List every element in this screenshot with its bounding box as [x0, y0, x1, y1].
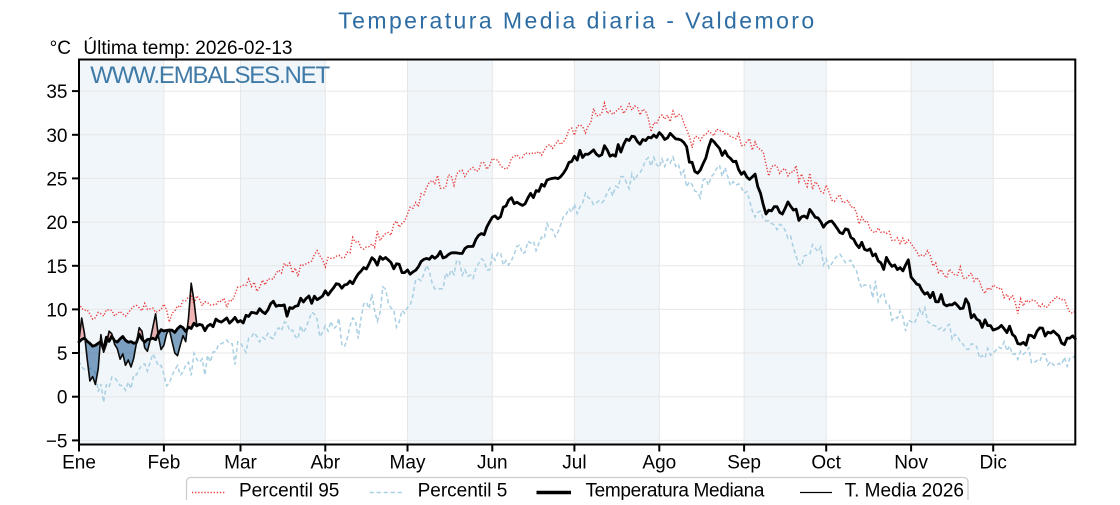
svg-text:30: 30 — [46, 126, 67, 147]
svg-text:20: 20 — [46, 213, 67, 234]
svg-text:Jul: Jul — [562, 453, 586, 474]
svg-text:5: 5 — [57, 344, 68, 365]
svg-text:Percentil 95: Percentil 95 — [239, 481, 339, 501]
svg-text:0: 0 — [57, 388, 68, 409]
svg-text:Última temp: 2026-02-13: Última temp: 2026-02-13 — [83, 37, 292, 59]
svg-text:Sep: Sep — [727, 453, 761, 474]
svg-text:Ene: Ene — [62, 453, 96, 474]
svg-text:Percentil 5: Percentil 5 — [418, 481, 508, 501]
svg-text:25: 25 — [46, 169, 67, 190]
svg-text:15: 15 — [46, 257, 67, 278]
svg-text:Feb: Feb — [148, 453, 181, 474]
svg-text:−5: −5 — [46, 431, 68, 452]
svg-text:Jun: Jun — [477, 453, 508, 474]
svg-text:Abr: Abr — [311, 453, 341, 474]
svg-text:WWW.EMBALSES.NET: WWW.EMBALSES.NET — [90, 62, 330, 89]
svg-text:°C: °C — [50, 38, 71, 59]
svg-text:Mar: Mar — [224, 453, 257, 474]
svg-text:35: 35 — [46, 82, 67, 103]
svg-text:Oct: Oct — [811, 453, 841, 474]
svg-text:T. Media 2026: T. Media 2026 — [845, 481, 964, 501]
svg-text:Temperatura Mediana: Temperatura Mediana — [586, 481, 765, 501]
svg-text:10: 10 — [46, 300, 67, 321]
svg-text:Dic: Dic — [979, 453, 1006, 474]
svg-text:Ago: Ago — [642, 453, 676, 474]
svg-text:May: May — [390, 453, 426, 474]
svg-text:Nov: Nov — [894, 453, 928, 474]
